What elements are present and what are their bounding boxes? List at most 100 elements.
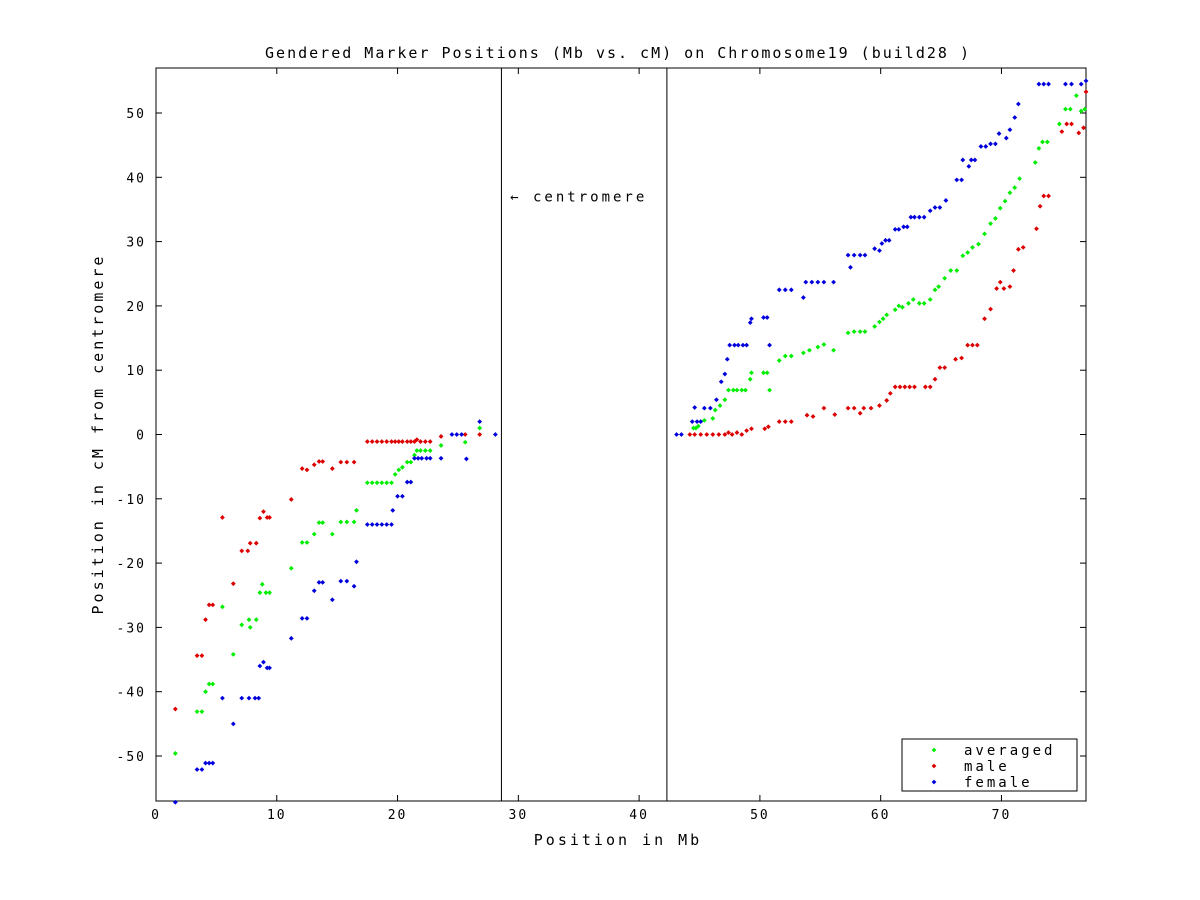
female-point: [904, 224, 910, 230]
centromere-boundaries: [500, 68, 668, 801]
female-point: [761, 315, 766, 320]
male-point: [1015, 246, 1021, 252]
male-point: [892, 384, 898, 390]
y-axis-label: Position in cM from centromere: [89, 254, 107, 615]
male-point: [253, 540, 259, 546]
male-point: [861, 405, 867, 411]
female-point: [694, 419, 700, 425]
male-point: [239, 548, 245, 554]
averaged-point: [749, 370, 754, 376]
centromere-annotation: ← centromere: [510, 190, 647, 206]
averaged-point: [997, 205, 1003, 211]
averaged-point: [329, 531, 335, 537]
female-point: [788, 287, 794, 293]
male-point: [804, 412, 810, 418]
female-point: [845, 252, 851, 258]
female-point: [1003, 135, 1009, 141]
y-tick-label: 40: [126, 171, 146, 186]
male-point: [851, 405, 857, 411]
averaged-point: [364, 480, 370, 486]
averaged-point: [247, 624, 253, 630]
legend-label-male: male: [964, 759, 1010, 775]
male-point: [953, 356, 958, 362]
averaged-point: [910, 297, 916, 302]
averaged-point: [726, 387, 731, 393]
male-point: [329, 466, 335, 471]
averaged-point: [710, 416, 716, 421]
female-point: [438, 455, 444, 461]
averaged-point: [477, 425, 483, 431]
male-point: [422, 439, 428, 444]
female-point: [389, 522, 394, 527]
female-point: [803, 279, 809, 285]
male-point: [765, 424, 771, 430]
averaged-point: [304, 540, 310, 545]
female-point: [1007, 127, 1013, 133]
male-point: [687, 432, 693, 437]
averaged-point: [764, 370, 770, 376]
series-male: [172, 89, 1089, 712]
averaged-point: [884, 312, 890, 318]
averaged-point: [857, 329, 863, 335]
male-point: [199, 653, 205, 659]
female-point: [257, 663, 263, 669]
legend-box: [901, 738, 1078, 792]
female-point: [210, 760, 216, 766]
y-tick-label: 0: [136, 429, 146, 444]
y-tick-label: -40: [117, 686, 146, 701]
male-point: [857, 410, 863, 416]
averaged-point: [379, 480, 385, 486]
female-point: [872, 246, 878, 252]
female-point: [698, 419, 704, 425]
averaged-point: [970, 244, 975, 250]
female-point: [722, 371, 728, 377]
male-point: [311, 462, 317, 468]
female-point: [707, 405, 713, 411]
averaged-point: [1012, 185, 1018, 190]
female-point: [767, 342, 772, 348]
averaged-point: [722, 397, 728, 403]
female-point: [983, 144, 989, 149]
male-point: [1081, 125, 1086, 131]
female-point: [1083, 78, 1089, 84]
averaged-point: [369, 480, 375, 486]
male-point: [384, 439, 390, 444]
male-point: [1001, 286, 1007, 291]
male-point: [392, 439, 398, 444]
male-point: [1064, 121, 1070, 127]
male-point: [261, 509, 266, 515]
female-point: [857, 252, 863, 258]
female-point: [374, 522, 380, 527]
averaged-point: [831, 347, 836, 353]
averaged-point: [194, 709, 200, 715]
male-point: [994, 286, 1000, 291]
female-point: [1012, 115, 1018, 120]
averaged-point: [246, 617, 252, 623]
averaged-point: [734, 387, 740, 393]
averaged-point: [438, 443, 444, 448]
averaged-point: [767, 387, 772, 393]
female-point: [1041, 81, 1047, 87]
female-point: [815, 279, 821, 285]
male-point: [739, 432, 745, 437]
averaged-point: [936, 284, 942, 290]
male-point: [206, 602, 212, 608]
female-point: [943, 198, 949, 203]
female-point: [879, 241, 885, 246]
y-tick-label: 10: [126, 364, 146, 379]
female-point: [993, 141, 998, 147]
female-point: [959, 177, 964, 183]
averaged-point: [1073, 93, 1079, 99]
female-point: [329, 597, 335, 603]
female-point: [449, 432, 455, 437]
averaged-point: [900, 304, 905, 310]
averaged-point: [862, 329, 868, 335]
female-point: [678, 432, 684, 437]
averaged-point: [921, 300, 927, 306]
averaged-point: [399, 464, 405, 470]
legend-label-averaged: averaged: [964, 743, 1055, 759]
male-point: [304, 467, 310, 473]
male-point: [776, 419, 782, 425]
averaged-point: [712, 407, 718, 413]
